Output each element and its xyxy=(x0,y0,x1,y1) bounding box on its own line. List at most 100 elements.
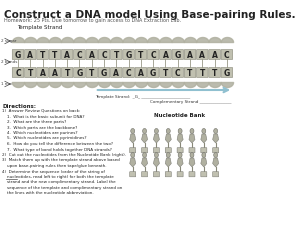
Circle shape xyxy=(166,153,170,158)
Text: upon base-pairing rules then tape/glue beneath.: upon base-pairing rules then tape/glue b… xyxy=(2,164,107,168)
FancyBboxPatch shape xyxy=(221,68,233,77)
Text: 1 nuc: 1 nuc xyxy=(1,82,12,86)
Polygon shape xyxy=(130,134,136,143)
Circle shape xyxy=(131,128,135,133)
FancyBboxPatch shape xyxy=(153,148,159,153)
Circle shape xyxy=(190,128,194,133)
Text: Template Strand: Template Strand xyxy=(17,25,63,30)
FancyBboxPatch shape xyxy=(25,50,36,59)
Polygon shape xyxy=(189,158,195,167)
FancyBboxPatch shape xyxy=(147,68,159,77)
FancyBboxPatch shape xyxy=(177,148,183,153)
Text: C: C xyxy=(175,68,181,77)
Text: Complementary Strand _______________: Complementary Strand _______________ xyxy=(150,100,232,104)
Text: 2 sugar: 2 sugar xyxy=(1,39,16,43)
FancyBboxPatch shape xyxy=(189,148,195,153)
FancyBboxPatch shape xyxy=(12,68,24,77)
Polygon shape xyxy=(201,158,207,167)
Text: A: A xyxy=(163,52,168,61)
FancyBboxPatch shape xyxy=(98,68,110,77)
FancyBboxPatch shape xyxy=(37,50,48,59)
FancyBboxPatch shape xyxy=(49,50,61,59)
FancyBboxPatch shape xyxy=(196,50,208,59)
Text: C: C xyxy=(15,68,21,77)
Polygon shape xyxy=(177,158,183,167)
Text: A: A xyxy=(40,68,46,77)
FancyBboxPatch shape xyxy=(111,50,122,59)
FancyBboxPatch shape xyxy=(184,50,196,59)
FancyBboxPatch shape xyxy=(160,68,171,77)
Polygon shape xyxy=(153,134,159,143)
FancyBboxPatch shape xyxy=(165,148,171,153)
Text: C: C xyxy=(76,52,82,61)
Text: Directions:: Directions: xyxy=(2,104,36,109)
Circle shape xyxy=(154,153,158,158)
FancyBboxPatch shape xyxy=(123,50,134,59)
Text: 4.  Which nucleotides are purines?: 4. Which nucleotides are purines? xyxy=(2,131,78,135)
FancyBboxPatch shape xyxy=(142,148,148,153)
Text: sequence of the template and complimentary strand on: sequence of the template and complimenta… xyxy=(2,186,123,190)
FancyBboxPatch shape xyxy=(12,50,24,59)
FancyBboxPatch shape xyxy=(213,172,219,177)
FancyBboxPatch shape xyxy=(177,172,183,177)
FancyBboxPatch shape xyxy=(213,148,219,153)
Text: T: T xyxy=(89,68,94,77)
Circle shape xyxy=(214,153,218,158)
FancyBboxPatch shape xyxy=(209,68,220,77)
Text: C: C xyxy=(224,52,230,61)
Circle shape xyxy=(142,128,146,133)
Text: G: G xyxy=(101,68,107,77)
FancyBboxPatch shape xyxy=(135,68,147,77)
Circle shape xyxy=(202,153,206,158)
FancyBboxPatch shape xyxy=(25,68,36,77)
FancyBboxPatch shape xyxy=(61,50,73,59)
Text: Homework: 25 Pts. Due tomorrow to gain access to DNA Extraction Lab.: Homework: 25 Pts. Due tomorrow to gain a… xyxy=(4,18,181,23)
Circle shape xyxy=(178,128,182,133)
FancyBboxPatch shape xyxy=(201,172,207,177)
Polygon shape xyxy=(142,158,148,167)
Polygon shape xyxy=(189,134,195,143)
FancyBboxPatch shape xyxy=(209,50,220,59)
Text: 1.  What is the basic subunit for DNA?: 1. What is the basic subunit for DNA? xyxy=(2,115,85,119)
Text: 3.  Which parts are the backbone?: 3. Which parts are the backbone? xyxy=(2,126,78,130)
FancyBboxPatch shape xyxy=(123,68,134,77)
FancyBboxPatch shape xyxy=(74,68,85,77)
FancyBboxPatch shape xyxy=(153,172,159,177)
Text: A: A xyxy=(64,52,70,61)
Text: T: T xyxy=(28,68,33,77)
Text: A: A xyxy=(113,68,119,77)
Text: C: C xyxy=(126,68,131,77)
Polygon shape xyxy=(201,134,207,143)
FancyBboxPatch shape xyxy=(184,68,196,77)
Text: the lines with the nucleotide abbreviation.: the lines with the nucleotide abbreviati… xyxy=(2,191,94,196)
Text: 2.  What are the three parts?: 2. What are the three parts? xyxy=(2,120,67,124)
Text: 2)  Cut out the nucleotides from the Nucleotide Bank (right).: 2) Cut out the nucleotides from the Nucl… xyxy=(2,153,126,157)
Text: nucleotides, read left to right) for both the template: nucleotides, read left to right) for bot… xyxy=(2,175,114,179)
FancyBboxPatch shape xyxy=(172,50,184,59)
Text: C: C xyxy=(101,52,107,61)
FancyBboxPatch shape xyxy=(61,68,73,77)
Text: A: A xyxy=(212,52,218,61)
FancyBboxPatch shape xyxy=(165,172,171,177)
FancyBboxPatch shape xyxy=(130,148,136,153)
Text: G: G xyxy=(150,68,156,77)
Text: G: G xyxy=(125,52,132,61)
Polygon shape xyxy=(153,158,159,167)
Circle shape xyxy=(202,128,206,133)
FancyBboxPatch shape xyxy=(196,68,208,77)
FancyBboxPatch shape xyxy=(135,50,147,59)
Text: A: A xyxy=(89,52,95,61)
Polygon shape xyxy=(142,134,148,143)
FancyBboxPatch shape xyxy=(147,50,159,59)
FancyArrowPatch shape xyxy=(98,88,228,92)
Circle shape xyxy=(190,153,194,158)
Text: 1)  Answer Review Questions on back:: 1) Answer Review Questions on back: xyxy=(2,109,81,113)
Text: Template Strand:  _G_ _______________________: Template Strand: _G_ ___________________… xyxy=(95,95,190,99)
Text: Construct a DNA model Using Base-pairing Rules.: Construct a DNA model Using Base-pairing… xyxy=(4,10,295,20)
FancyBboxPatch shape xyxy=(201,148,207,153)
Circle shape xyxy=(131,153,135,158)
Text: G: G xyxy=(15,52,21,61)
Circle shape xyxy=(166,128,170,133)
Text: G: G xyxy=(76,68,83,77)
Text: T: T xyxy=(52,52,58,61)
